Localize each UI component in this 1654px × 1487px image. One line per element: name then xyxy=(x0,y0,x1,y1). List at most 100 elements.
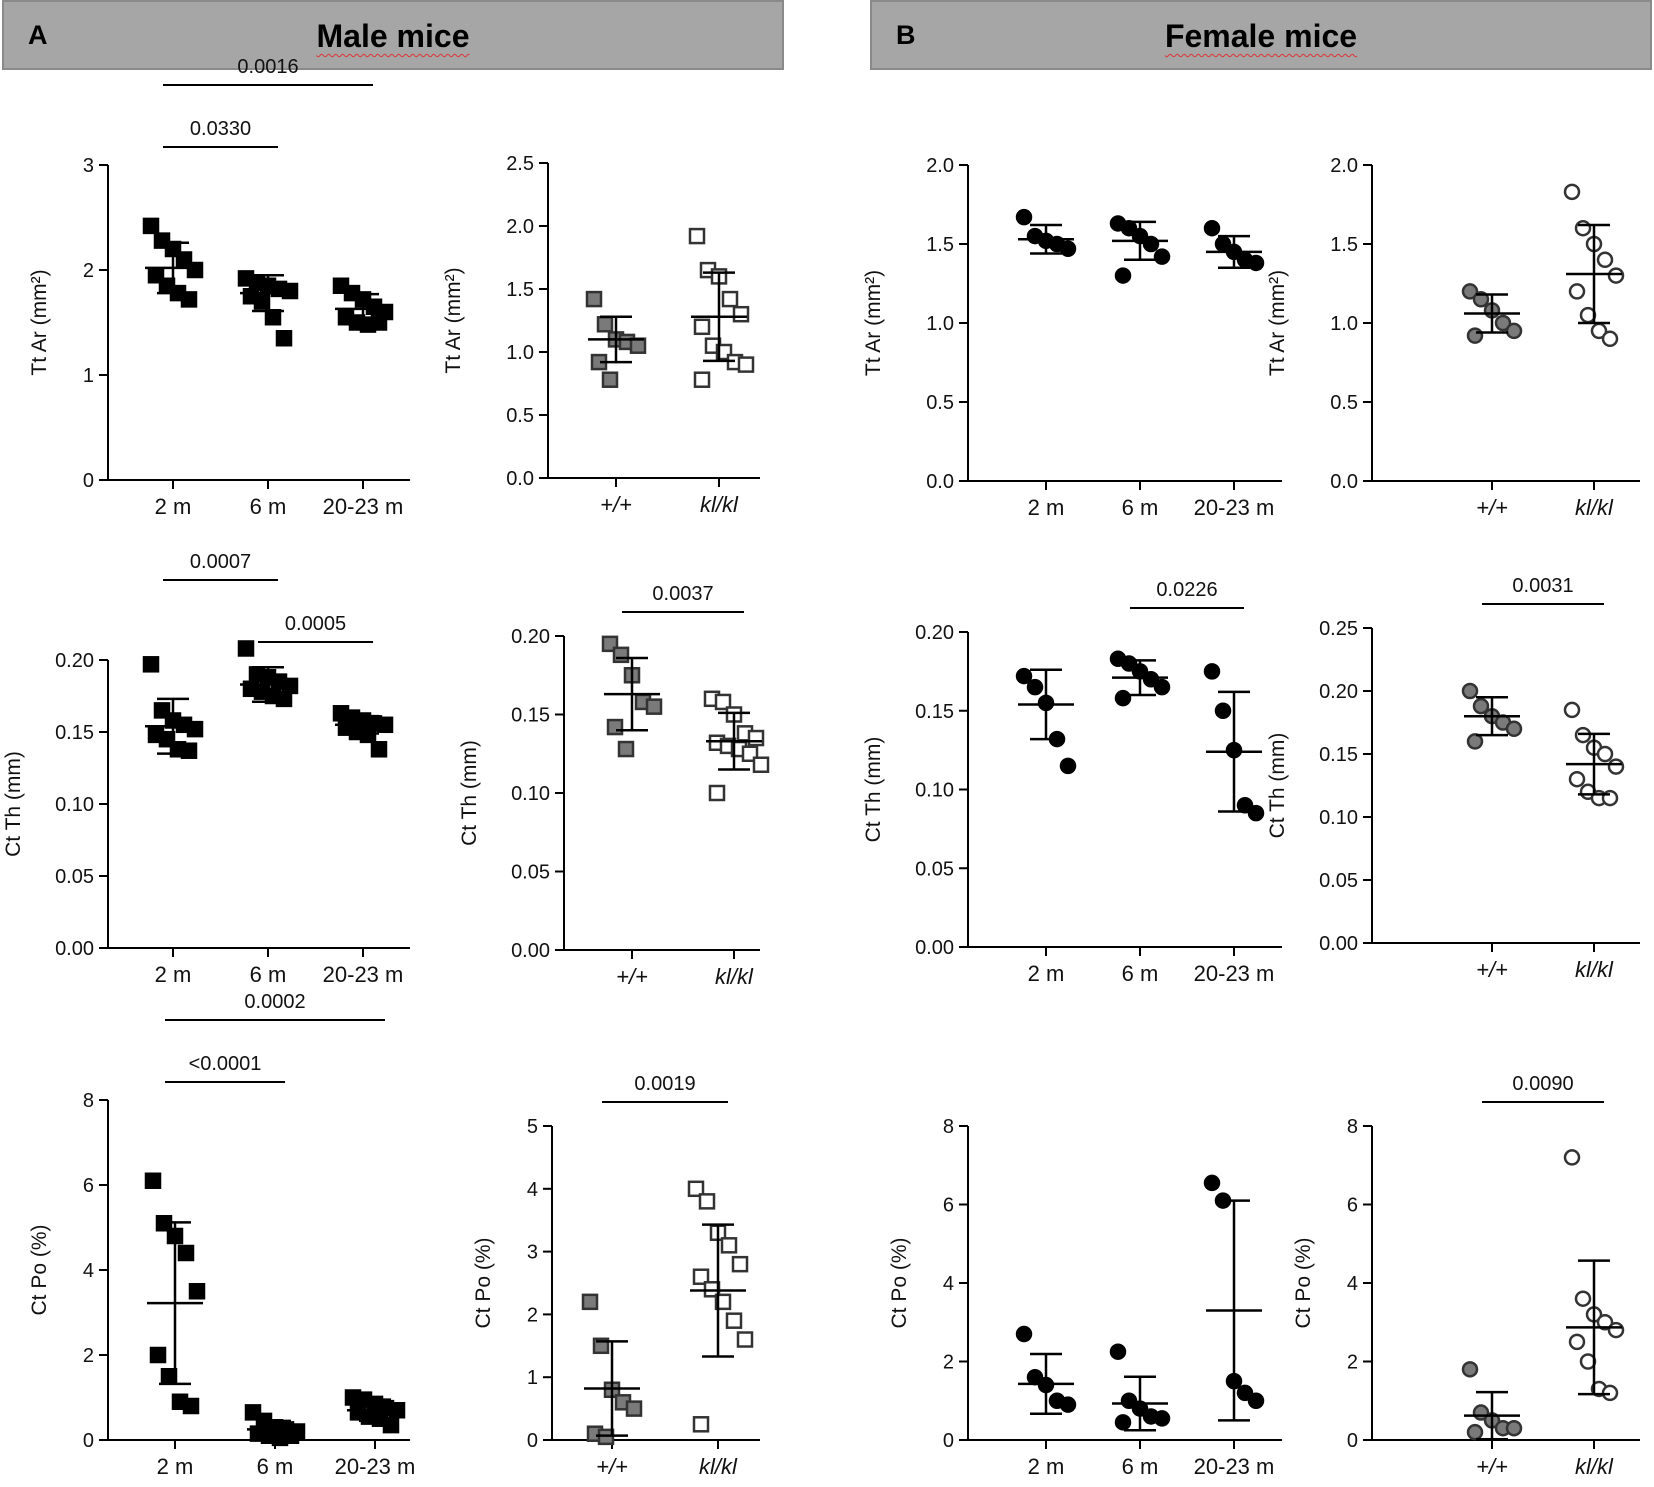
data-point xyxy=(1015,1325,1033,1343)
data-point xyxy=(720,1237,738,1254)
p-value-label: 0.0002 xyxy=(244,991,305,1013)
panel-b-title: Female mice xyxy=(1164,18,1358,54)
data-point xyxy=(264,309,282,326)
x-tick-label: +/+ xyxy=(1476,957,1508,982)
y-tick-label: 0.0 xyxy=(506,468,534,490)
y-tick-label: 2 xyxy=(1347,1352,1358,1374)
p-value-label: 0.0090 xyxy=(1512,1073,1573,1095)
data-point xyxy=(186,261,204,279)
data-point xyxy=(1059,757,1077,775)
data-point xyxy=(1153,1410,1171,1427)
panel-a-title: Male mice xyxy=(316,18,470,54)
y-tick-label: 0.10 xyxy=(1319,807,1358,829)
data-point xyxy=(1247,804,1265,822)
p-value-label: 0.0007 xyxy=(190,551,251,573)
data-point xyxy=(1153,678,1171,696)
x-tick-label: kl/kl xyxy=(715,964,754,989)
y-tick-label: 3 xyxy=(83,155,94,177)
data-point xyxy=(1472,697,1490,715)
x-tick-label: 2 m xyxy=(1028,495,1065,520)
y-axis-label: Tt Ar (mm²) xyxy=(862,270,885,376)
y-tick-label: 0.05 xyxy=(1319,870,1358,892)
x-tick-label: +/+ xyxy=(600,492,632,517)
y-tick-label: 0.05 xyxy=(915,858,954,880)
data-point xyxy=(237,640,255,657)
data-point xyxy=(732,305,750,323)
y-tick-label: 0.00 xyxy=(1319,933,1358,955)
y-tick-label: 1.0 xyxy=(926,313,954,335)
x-tick-label: kl/kl xyxy=(1575,957,1614,982)
data-point xyxy=(1461,1361,1479,1378)
y-axis-label: Ct Po (%) xyxy=(472,1237,495,1328)
x-tick-label: 20-23 m xyxy=(335,1454,416,1479)
panel-a-header: A Male mice xyxy=(2,0,784,70)
data-point xyxy=(1568,770,1586,788)
x-tick-label: 6 m xyxy=(257,1454,294,1479)
y-tick-label: 0.20 xyxy=(55,650,94,672)
data-point xyxy=(1494,314,1512,332)
data-point xyxy=(1574,726,1592,744)
data-point xyxy=(1607,1321,1625,1339)
x-tick-label: kl/kl xyxy=(700,492,739,517)
data-point xyxy=(1505,322,1523,340)
y-tick-label: 2 xyxy=(83,1345,94,1367)
chart-male-ttar-age: 0 1 2 3 Tt Ar (mm²) 2 m 6 m 20-23 m 0.0016 0.0330 xyxy=(28,56,410,519)
y-axis-label: Ct Po (%) xyxy=(888,1237,911,1328)
data-point xyxy=(281,282,299,300)
y-tick-label: 0.10 xyxy=(915,780,954,802)
chart-female-ctth-kl: 0.00 0.05 0.10 0.15 0.20 0.25 Ct Th (mm) +/+ kl/… xyxy=(1266,575,1640,982)
p-value-label: 0.0019 xyxy=(634,1073,695,1095)
chart-male-ctth-kl: 0.00 0.05 0.10 0.15 0.20 Ct Th (mm) +/+ kl/kl 0.… xyxy=(458,583,770,989)
x-tick-label: 6 m xyxy=(1122,1454,1159,1479)
data-point xyxy=(601,371,619,388)
x-tick-label: +/+ xyxy=(616,964,648,989)
y-tick-label: 0.25 xyxy=(1319,618,1358,640)
data-point xyxy=(1142,235,1160,253)
y-tick-label: 0.15 xyxy=(55,722,94,744)
data-point xyxy=(1153,248,1171,265)
data-point xyxy=(581,1293,599,1311)
chart-female-ctth-age: 0.00 0.05 0.10 0.15 0.20 Ct Th (mm) 2 m 6 m 20-2… xyxy=(862,579,1282,986)
data-point xyxy=(1563,183,1581,201)
p-value-label: 0.0037 xyxy=(652,583,713,605)
y-tick-label: 0.20 xyxy=(1319,681,1358,703)
data-point xyxy=(188,1283,206,1300)
y-tick-label: 1.5 xyxy=(506,279,534,301)
data-point xyxy=(370,741,388,758)
data-point xyxy=(1026,678,1044,696)
data-point xyxy=(1607,758,1625,775)
data-point xyxy=(1247,1392,1265,1409)
y-tick-label: 6 xyxy=(83,1175,94,1197)
data-point xyxy=(1601,330,1619,348)
data-point xyxy=(714,693,732,711)
chart-male-ctth-age: 0.00 0.05 0.10 0.15 0.20 Ct Th (mm) 2 m 6 m 20-2… xyxy=(2,551,410,987)
data-point xyxy=(1203,663,1221,680)
x-tick-label: kl/kl xyxy=(699,1454,738,1479)
data-point xyxy=(1574,219,1592,237)
data-point xyxy=(1114,267,1132,284)
panel-a-letter: A xyxy=(28,20,48,50)
data-point xyxy=(1247,254,1265,272)
data-point xyxy=(1015,667,1033,685)
data-point xyxy=(752,756,770,773)
data-point xyxy=(736,1331,754,1348)
data-point xyxy=(737,356,755,373)
data-point xyxy=(1607,267,1625,284)
y-tick-label: 0 xyxy=(83,1430,94,1452)
y-tick-label: 0.5 xyxy=(1330,392,1358,414)
x-tick-label: 2 m xyxy=(1028,961,1065,986)
y-tick-label: 0.20 xyxy=(511,626,550,648)
data-point xyxy=(1114,1414,1132,1431)
chart-female-ctpo-kl: 0 2 4 6 8 Ct Po (%) +/+ kl/kl 0.0090 xyxy=(1292,1073,1640,1479)
data-point xyxy=(359,726,377,744)
y-tick-label: 0.15 xyxy=(915,701,954,723)
y-axis-label: Ct Th (mm) xyxy=(2,751,25,857)
data-point xyxy=(1203,219,1221,237)
p-value-label: 0.0005 xyxy=(285,613,346,635)
y-tick-label: 8 xyxy=(83,1090,94,1112)
panel-b-letter: B xyxy=(896,20,916,50)
x-tick-label: 6 m xyxy=(250,494,287,519)
data-point xyxy=(629,337,647,354)
y-tick-label: 1.5 xyxy=(926,234,954,256)
